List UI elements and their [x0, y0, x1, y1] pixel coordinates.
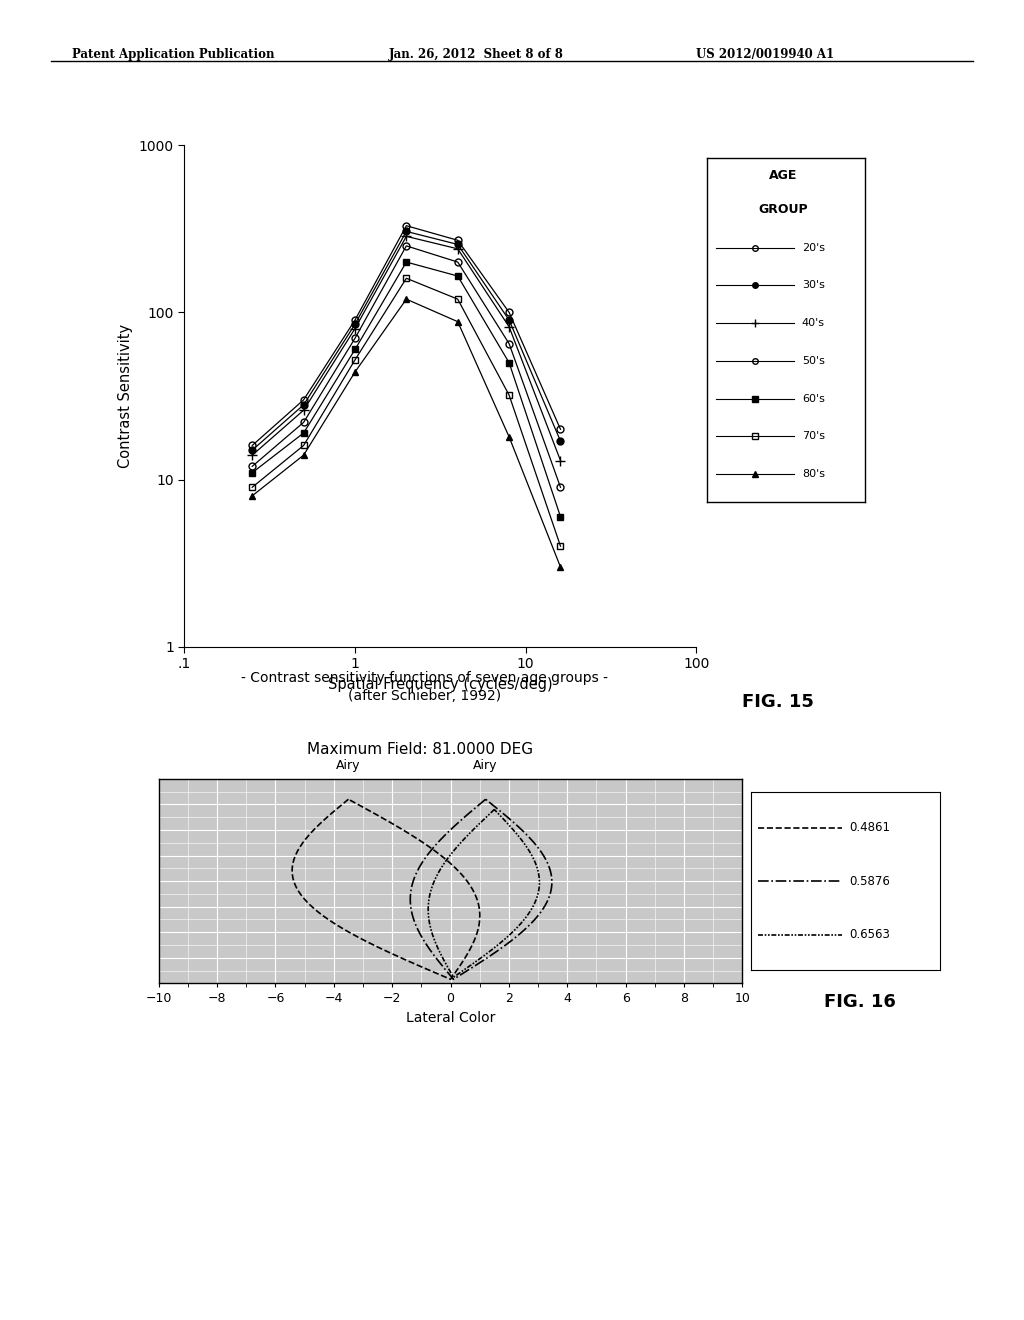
- Text: FIG. 15: FIG. 15: [742, 693, 814, 711]
- Text: Maximum Field: 81.0000 DEG: Maximum Field: 81.0000 DEG: [307, 742, 532, 756]
- Text: US 2012/0019940 A1: US 2012/0019940 A1: [696, 48, 835, 61]
- Text: Patent Application Publication: Patent Application Publication: [72, 48, 274, 61]
- Text: FIG. 16: FIG. 16: [824, 993, 896, 1011]
- Text: 20's: 20's: [802, 243, 824, 252]
- Y-axis label: Contrast Sensitivity: Contrast Sensitivity: [118, 323, 133, 469]
- Text: Jan. 26, 2012  Sheet 8 of 8: Jan. 26, 2012 Sheet 8 of 8: [389, 48, 564, 61]
- Text: 70's: 70's: [802, 432, 824, 441]
- Text: 80's: 80's: [802, 469, 824, 479]
- Text: GROUP: GROUP: [758, 203, 808, 216]
- Text: AGE: AGE: [769, 169, 797, 182]
- Text: 40's: 40's: [802, 318, 824, 329]
- Text: Airy: Airy: [473, 759, 498, 772]
- Text: Airy: Airy: [336, 759, 360, 772]
- Text: 30's: 30's: [802, 280, 824, 290]
- Text: 0.4861: 0.4861: [849, 821, 890, 834]
- Text: (after Schieber, 1992): (after Schieber, 1992): [348, 689, 502, 704]
- Text: - Contrast sensitivity functions of seven age groups -: - Contrast sensitivity functions of seve…: [242, 671, 608, 685]
- Text: 0.5876: 0.5876: [849, 875, 890, 887]
- Text: 0.6563: 0.6563: [849, 928, 890, 941]
- X-axis label: Lateral Color: Lateral Color: [406, 1011, 496, 1026]
- Text: 60's: 60's: [802, 393, 824, 404]
- Text: 50's: 50's: [802, 356, 824, 366]
- X-axis label: Spatial Frequency (cycles/deg): Spatial Frequency (cycles/deg): [328, 677, 553, 692]
